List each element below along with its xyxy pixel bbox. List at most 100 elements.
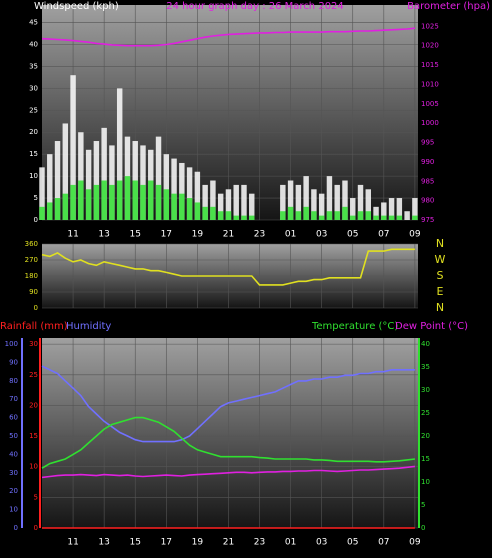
series-line — [41, 465, 415, 479]
bar — [140, 184, 146, 220]
x-tick-label: 01 — [285, 230, 296, 240]
bar — [194, 202, 201, 220]
x-tick-label: 01 — [285, 538, 296, 548]
y-tick-label: 20 — [421, 432, 430, 440]
bar — [171, 193, 177, 220]
bar — [280, 211, 286, 220]
y-tick-label: 30 — [421, 386, 430, 394]
bar — [101, 127, 107, 220]
bar — [295, 184, 302, 220]
y-tick-label: 15 — [29, 432, 38, 440]
legend-entry: Humidity — [66, 321, 111, 332]
x-tick-label: 09 — [409, 230, 421, 240]
y-tick-label: 0 — [34, 524, 38, 532]
y-tick-label: 5 — [421, 501, 425, 509]
bar — [70, 75, 76, 221]
y-tick-label: 0 — [421, 524, 425, 532]
bar — [93, 141, 100, 220]
bar — [186, 198, 193, 220]
y-tick-label: 45 — [29, 19, 38, 27]
bar — [186, 167, 193, 220]
y-tick-label: 35 — [29, 62, 38, 70]
x-tick-label: 17 — [161, 230, 172, 240]
bar — [381, 202, 387, 220]
bar — [202, 184, 208, 220]
y-tick-label: 40 — [421, 340, 430, 348]
bar — [62, 193, 69, 220]
bar — [194, 171, 201, 220]
x-tick-label: 11 — [67, 538, 78, 548]
y-tick-label: E — [437, 285, 444, 298]
bar — [350, 215, 356, 220]
y-tick-label: 100 — [5, 340, 18, 348]
y-tick-label: 90 — [9, 358, 18, 366]
bar — [233, 215, 239, 220]
x-tick-label: 23 — [254, 538, 265, 548]
bar — [396, 215, 403, 220]
bar — [109, 145, 115, 220]
bar — [116, 88, 123, 221]
bar — [342, 206, 348, 220]
y-tick-label: 35 — [421, 363, 430, 371]
y-tick-label: 90 — [29, 288, 38, 296]
bar — [54, 141, 61, 220]
y-tick-label: 10 — [9, 506, 18, 514]
y-tick-label: 975 — [421, 216, 434, 224]
y-tick-label: 30 — [29, 84, 38, 92]
bar — [116, 180, 123, 220]
x-tick-label: 03 — [316, 230, 327, 240]
y-tick-label: 50 — [9, 432, 18, 440]
y-tick-label: 990 — [421, 158, 434, 166]
bar — [225, 189, 232, 220]
y-tick-label: 0 — [34, 216, 38, 224]
y-tick-label: 1005 — [421, 100, 439, 108]
y-tick-label: 270 — [25, 256, 38, 264]
bar — [39, 167, 45, 220]
bar — [217, 193, 224, 220]
y-tick-label: 15 — [421, 455, 430, 463]
y-tick-label: N — [436, 237, 444, 250]
y-tick-label: 30 — [9, 469, 18, 477]
x-tick-label: 05 — [347, 230, 358, 240]
bar — [78, 180, 84, 220]
bar — [342, 180, 348, 220]
y-tick-label: 80 — [9, 377, 18, 385]
bar — [412, 215, 418, 220]
bar — [303, 176, 309, 220]
x-tick-label: 05 — [347, 538, 358, 548]
y-tick-label: 10 — [29, 463, 38, 471]
bar — [109, 184, 115, 220]
x-tick-label: 13 — [98, 538, 109, 548]
x-tick-label: 07 — [378, 230, 389, 240]
bar — [326, 211, 333, 220]
bar — [124, 176, 131, 220]
x-tick-label: 19 — [192, 538, 204, 548]
bar — [132, 141, 138, 220]
bar — [373, 206, 379, 220]
y-tick-label: 180 — [25, 272, 38, 280]
bar — [326, 176, 333, 220]
bar — [241, 215, 247, 220]
y-tick-label: 0 — [34, 304, 38, 312]
series-line — [41, 416, 415, 469]
y-tick-label: S — [437, 269, 444, 282]
bar — [303, 206, 309, 220]
x-tick-label: 19 — [192, 230, 204, 240]
bar — [365, 211, 371, 220]
bar — [202, 206, 208, 220]
y-tick-label: 5 — [34, 194, 38, 202]
x-tick-label: 07 — [378, 538, 389, 548]
y-tick-label: 1000 — [421, 119, 439, 127]
y-tick-label: 10 — [421, 478, 430, 486]
bar — [412, 198, 418, 220]
series-line — [41, 248, 415, 286]
x-tick-label: 11 — [67, 230, 78, 240]
bar — [155, 184, 162, 220]
bar — [163, 189, 170, 220]
bar — [54, 198, 61, 220]
bar — [93, 184, 100, 220]
bar — [295, 211, 302, 220]
bar — [233, 184, 239, 220]
bar — [140, 145, 146, 220]
